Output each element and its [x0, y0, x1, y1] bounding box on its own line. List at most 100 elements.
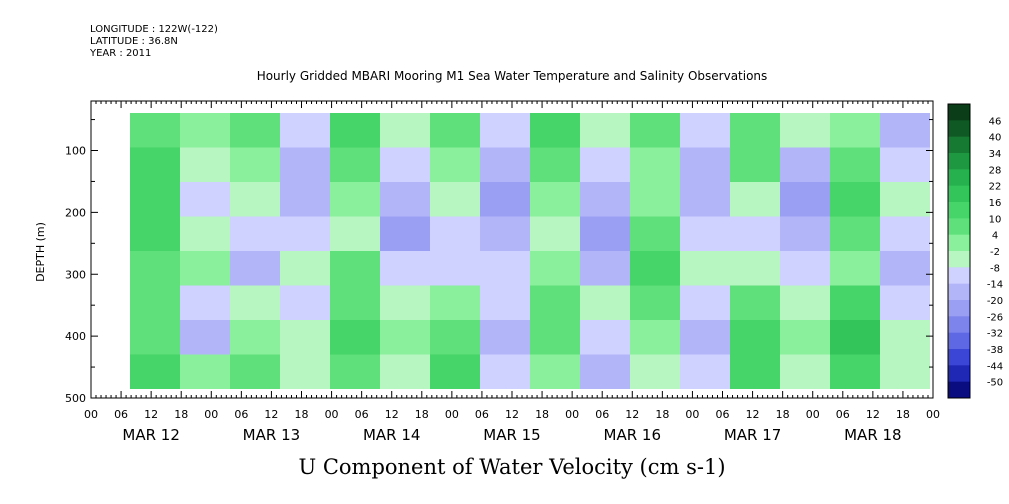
- heatmap-cell: [430, 354, 481, 389]
- heatmap-cell: [730, 147, 781, 183]
- colorbar-swatch: [948, 283, 970, 301]
- heatmap-cell: [480, 285, 531, 321]
- colorbar-swatch: [948, 136, 970, 154]
- heatmap-cell: [780, 354, 831, 389]
- heatmap-cell: [180, 354, 231, 389]
- colorbar-swatch: [948, 251, 970, 268]
- heatmap-cell: [580, 113, 631, 149]
- heatmap-cell: [780, 216, 831, 252]
- colorbar-swatch: [948, 381, 970, 399]
- heatmap-cell: [330, 216, 381, 252]
- heatmap-cell: [780, 113, 831, 149]
- heatmap-cell: [530, 320, 581, 356]
- x-tick-label: 00: [204, 408, 218, 421]
- heatmap-cell: [480, 354, 531, 389]
- x-tick-label: 00: [84, 408, 98, 421]
- heatmap-cell: [430, 216, 481, 252]
- heatmap-cell: [730, 216, 781, 252]
- colorbar-label: 10: [989, 214, 1002, 225]
- year-label: YEAR : 2011: [90, 48, 152, 59]
- heatmap-cell: [730, 320, 781, 356]
- heatmap-cell: [480, 216, 531, 252]
- heatmap-cell: [480, 147, 531, 183]
- x-tick-label: 00: [445, 408, 459, 421]
- x-date-label: MAR 18: [844, 426, 901, 444]
- heatmap-cell: [280, 320, 331, 356]
- heatmap-cell: [680, 113, 731, 149]
- colorbar-label: -2: [990, 247, 1000, 258]
- heatmap-cell: [230, 216, 281, 252]
- x-date-label: MAR 17: [724, 426, 781, 444]
- heatmap-cell: [480, 182, 531, 218]
- heatmap-cell: [180, 216, 231, 252]
- heatmap-cell: [430, 147, 481, 183]
- x-date-label: MAR 13: [243, 426, 300, 444]
- x-tick-label: 12: [385, 408, 399, 421]
- heatmap-cell: [730, 113, 781, 149]
- heatmap-cell: [130, 216, 181, 252]
- heatmap-cell: [380, 251, 431, 287]
- heatmap-cell: [730, 182, 781, 218]
- x-tick-label: 00: [926, 408, 940, 421]
- heatmap-cell: [630, 113, 681, 149]
- heatmap-cell: [280, 182, 331, 218]
- colorbar-label: -32: [987, 329, 1003, 340]
- heatmap-cell: [130, 320, 181, 356]
- heatmap-cell: [530, 354, 581, 389]
- heatmap-cell: [830, 354, 881, 389]
- heatmap-cell: [580, 285, 631, 321]
- heatmap-cell: [280, 113, 331, 149]
- heatmap-cell: [380, 216, 431, 252]
- heatmap-cell: [280, 285, 331, 321]
- heatmap-cell: [330, 113, 381, 149]
- x-tick-label: 06: [475, 408, 489, 421]
- heatmap-cell: [830, 251, 881, 287]
- x-tick-label: 18: [655, 408, 669, 421]
- x-tick-label: 06: [114, 408, 128, 421]
- heatmap-cell: [830, 216, 881, 252]
- heatmap-cell: [680, 354, 731, 389]
- y-tick-label: 300: [65, 268, 86, 281]
- heatmap-cell: [630, 285, 681, 321]
- heatmap-cell: [280, 354, 331, 389]
- heatmap-cell: [680, 216, 731, 252]
- heatmap-cell: [380, 354, 431, 389]
- x-tick-label: 18: [896, 408, 910, 421]
- colorbar-swatch: [948, 202, 970, 219]
- axes: 100 200 300 400 500 00 06 12 18 00 06 12 18 00 06 12 18 0…: [65, 101, 940, 444]
- colorbar-swatch: [948, 316, 970, 334]
- heatmap-cell: [680, 251, 731, 287]
- heatmap-cell: [880, 113, 930, 149]
- heatmap-cell: [530, 285, 581, 321]
- heatmap-cell: [830, 320, 881, 356]
- colorbar-swatch: [948, 104, 970, 121]
- x-tick-label: 00: [806, 408, 820, 421]
- heatmap-cell: [380, 147, 431, 183]
- colorbar-label: -44: [987, 361, 1003, 372]
- heatmap-cell: [730, 251, 781, 287]
- heatmap-cell: [880, 354, 930, 389]
- heatmap-cell: [180, 113, 231, 149]
- x-tick-label: 06: [234, 408, 248, 421]
- heatmap-cell: [130, 113, 181, 149]
- y-axis-label: DEPTH (m): [34, 222, 47, 282]
- colorbar-swatch: [948, 120, 970, 138]
- heatmap-cell: [530, 113, 581, 149]
- heatmap-cells: [130, 113, 930, 389]
- heatmap-cell: [330, 354, 381, 389]
- heatmap-cell: [380, 285, 431, 321]
- x-tick-label: 06: [595, 408, 609, 421]
- x-date-label: MAR 12: [122, 426, 179, 444]
- heatmap-cell: [130, 251, 181, 287]
- heatmap-cell: [880, 182, 930, 218]
- longitude-label: LONGITUDE : 122W(-122): [90, 24, 218, 35]
- heatmap-cell: [130, 354, 181, 389]
- heatmap-cell: [480, 251, 531, 287]
- heatmap-cell: [480, 113, 531, 149]
- x-tick-label: 18: [776, 408, 790, 421]
- heatmap-cell: [280, 251, 331, 287]
- colorbar-swatch: [948, 267, 970, 285]
- heatmap-cell: [880, 251, 930, 287]
- heatmap-cell: [230, 113, 281, 149]
